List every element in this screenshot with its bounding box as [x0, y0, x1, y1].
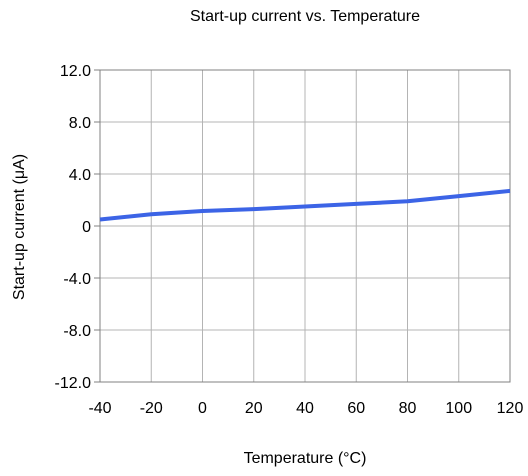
- y-tick-label: 4.0: [69, 167, 91, 184]
- x-tick-label: 120: [497, 400, 524, 417]
- x-tick-label: 100: [445, 400, 472, 417]
- x-tick-label: -20: [140, 400, 163, 417]
- x-axis-label: Temperature (°C): [243, 450, 367, 467]
- y-tick-label: 12.0: [60, 63, 91, 80]
- y-tick-label: 0: [82, 219, 91, 236]
- y-axis-label: Start-up current (μA): [11, 154, 28, 300]
- series-line: [99, 188, 511, 222]
- x-tick-label: 60: [347, 400, 365, 417]
- y-tick-label: -8.0: [63, 323, 91, 340]
- y-tick-label: -12.0: [55, 375, 92, 392]
- x-tick-label: 0: [198, 400, 207, 417]
- x-tick-label: -40: [88, 400, 111, 417]
- chart-title: Start-up current vs. Temperature: [189, 8, 421, 25]
- x-tick-label: 40: [296, 400, 314, 417]
- y-tick-label: 8.0: [69, 115, 91, 132]
- x-tick-label: 80: [399, 400, 417, 417]
- y-tick-label: -4.0: [63, 271, 91, 288]
- x-tick-label: 20: [245, 400, 263, 417]
